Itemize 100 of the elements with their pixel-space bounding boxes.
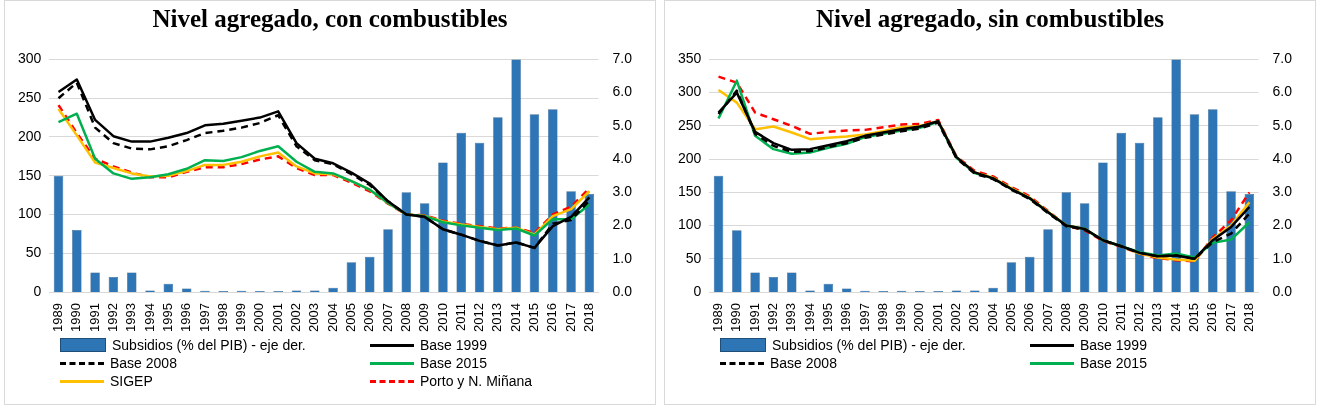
- y-tick-label: 250: [678, 116, 702, 133]
- y-tick-label: 300: [678, 83, 702, 100]
- x-tick-label: 1991: [746, 303, 762, 332]
- x-tick-label: 2005: [342, 303, 358, 332]
- x-tick-label: 2006: [361, 303, 377, 332]
- y-tick-label: 200: [18, 127, 42, 144]
- x-tick-label: 2012: [1131, 303, 1147, 332]
- legend-label: Base 2008: [110, 355, 177, 371]
- x-tick-label: 1996: [178, 303, 194, 332]
- y2-tick-label: 5.0: [612, 116, 633, 133]
- legend-label: Porto y N. Miñana: [420, 373, 533, 389]
- x-tick-label: 2003: [966, 303, 982, 332]
- x-tick-label: 1997: [856, 303, 872, 332]
- x-tick-label: 1989: [50, 303, 66, 332]
- x-tick-label: 2013: [1149, 303, 1165, 332]
- x-tick-label: 2016: [544, 303, 560, 332]
- y2-tick-label: 1.0: [612, 249, 633, 266]
- x-tick-label: 2000: [251, 303, 267, 332]
- x-tick-label: 1999: [893, 303, 909, 332]
- x-tick-label: 2008: [1057, 303, 1073, 332]
- y-tick-label: 50: [25, 244, 42, 261]
- x-tick-label: 2013: [489, 303, 505, 332]
- y2-tick-label: 7.0: [1272, 50, 1293, 67]
- x-tick-label: 2017: [562, 303, 578, 332]
- y2-tick-label: 0.0: [1272, 282, 1293, 299]
- y-tick-label: 50: [685, 249, 702, 266]
- y2-tick-label: 3.0: [612, 183, 633, 200]
- y-tick-label: 300: [18, 50, 42, 67]
- x-tick-label: 2000: [911, 303, 927, 332]
- y-tick-label: 150: [678, 183, 702, 200]
- x-tick-label: 1992: [105, 303, 121, 332]
- x-tick-label: 2002: [948, 303, 964, 332]
- y2-tick-label: 4.0: [1272, 149, 1293, 166]
- y-tick-label: 100: [678, 216, 702, 233]
- y2-tick-label: 1.0: [1272, 249, 1293, 266]
- x-tick-label: 2002: [288, 303, 304, 332]
- x-tick-label: 2004: [984, 303, 1000, 332]
- x-tick-label: 1999: [233, 303, 249, 332]
- x-tick-label: 2014: [1167, 303, 1183, 332]
- x-tick-label: 1991: [86, 303, 102, 332]
- x-tick-label: 2006: [1021, 303, 1037, 332]
- y2-tick-label: 2.0: [612, 216, 633, 233]
- x-tick-label: 2015: [526, 303, 542, 332]
- chart-title: Nivel agregado, con combustibles: [152, 4, 508, 34]
- x-tick-label: 2004: [324, 303, 340, 332]
- y2-tick-label: 6.0: [1272, 83, 1293, 100]
- x-tick-label: 2005: [1002, 303, 1018, 332]
- x-tick-label: 1995: [159, 303, 175, 332]
- x-tick-label: 2008: [397, 303, 413, 332]
- y2-tick-label: 3.0: [1272, 183, 1293, 200]
- legend-label: SIGEP: [110, 373, 153, 389]
- y-tick-label: 350: [678, 50, 702, 67]
- x-tick-label: 1994: [801, 303, 817, 332]
- x-tick-label: 2014: [507, 303, 523, 332]
- x-tick-label: 1993: [783, 303, 799, 332]
- legend-label: Base 2008: [770, 355, 837, 371]
- y2-tick-label: 0.0: [612, 282, 633, 299]
- x-tick-label: 2003: [306, 303, 322, 332]
- x-tick-label: 2009: [416, 303, 432, 332]
- x-tick-label: 1996: [838, 303, 854, 332]
- chart-title: Nivel agregado, sin combustibles: [815, 4, 1165, 34]
- x-tick-label: 2010: [1094, 303, 1110, 332]
- x-tick-label: 2007: [379, 303, 395, 332]
- legend-label: Base 1999: [420, 337, 487, 353]
- y-tick-label: 200: [678, 149, 702, 166]
- legend-label: Subsidios (% del PIB) - eje der.: [772, 337, 966, 353]
- x-tick-label: 1992: [765, 303, 781, 332]
- x-tick-label: 2018: [580, 303, 596, 332]
- y2-tick-label: 6.0: [612, 83, 633, 100]
- x-tick-label: 2017: [1222, 303, 1238, 332]
- y-tick-label: 150: [18, 166, 42, 183]
- y-tick-label: 250: [18, 89, 42, 106]
- x-tick-label: 1998: [214, 303, 230, 332]
- x-tick-label: 2007: [1039, 303, 1055, 332]
- legend-label: Base 1999: [1080, 337, 1147, 353]
- y2-tick-label: 4.0: [612, 149, 633, 166]
- x-tick-label: 1995: [819, 303, 835, 332]
- y-tick-label: 0: [693, 282, 702, 299]
- x-tick-label: 2009: [1076, 303, 1092, 332]
- y2-tick-label: 2.0: [1272, 216, 1293, 233]
- x-tick-label: 1997: [196, 303, 212, 332]
- x-tick-label: 2012: [471, 303, 487, 332]
- y-tick-label: 100: [18, 205, 42, 222]
- y-tick-label: 0: [33, 282, 42, 299]
- x-tick-label: 2016: [1204, 303, 1220, 332]
- x-tick-label: 2001: [929, 303, 945, 332]
- x-tick-label: 2001: [269, 303, 285, 332]
- y2-tick-label: 7.0: [612, 50, 633, 67]
- legend-label: Base 2015: [1080, 355, 1147, 371]
- x-tick-label: 2010: [434, 303, 450, 332]
- x-tick-label: 1990: [728, 303, 744, 332]
- x-tick-label: 1994: [141, 303, 157, 332]
- x-tick-label: 2018: [1240, 303, 1256, 332]
- x-tick-label: 2011: [1112, 303, 1128, 332]
- legend-label: Subsidios (% del PIB) - eje der.: [112, 337, 306, 353]
- y2-tick-label: 5.0: [1272, 116, 1293, 133]
- x-tick-label: 1989: [710, 303, 726, 332]
- x-tick-label: 2015: [1186, 303, 1202, 332]
- legend-label: Base 2015: [420, 355, 487, 371]
- x-tick-label: 1990: [68, 303, 84, 332]
